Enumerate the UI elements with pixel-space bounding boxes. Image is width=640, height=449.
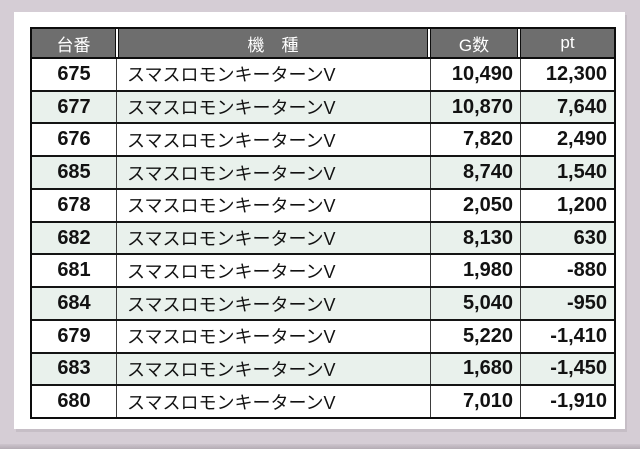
cell-machine-model: スマスロモンキーターンV: [116, 222, 430, 254]
cell-machine-number: 681: [57, 259, 91, 282]
cell-machine-model: スマスロモンキーターンV: [116, 124, 430, 156]
table-row: 679 スマスロモンキーターンV 5,220 -1,410: [32, 320, 614, 354]
table-row: 682 スマスロモンキーターンV 8,130 630: [32, 222, 614, 256]
cell-points: 7,640: [520, 91, 614, 123]
cell-points: 12,300: [520, 59, 614, 90]
table-row: 678 スマスロモンキーターンV 2,050 1,200: [32, 189, 614, 223]
table-row: 676 スマスロモンキーターンV 7,820 2,490: [32, 124, 614, 158]
table-header-row: 台番 機 種 G数 pt: [32, 29, 614, 59]
cell-game-count: 8,740: [430, 157, 520, 188]
cell-game-count: 10,870: [430, 91, 520, 123]
table-row: 683 スマスロモンキーターンV 1,680 -1,450: [32, 353, 614, 387]
cell-machine-number: 682: [57, 226, 91, 249]
cell-machine-model: スマスロモンキーターンV: [116, 320, 430, 352]
cell-points: -950: [520, 288, 614, 319]
cell-machine-number: 677: [57, 95, 91, 118]
cell-points: 1,540: [520, 157, 614, 188]
cell-game-count: 1,680: [430, 353, 520, 385]
header-game-count: G数: [430, 29, 518, 57]
cell-points: -1,410: [520, 320, 614, 352]
cell-machine-number: 683: [57, 357, 91, 380]
cell-points: -1,450: [520, 353, 614, 385]
cell-machine-model: スマスロモンキーターンV: [116, 189, 430, 221]
cell-game-count: 5,040: [430, 288, 520, 319]
cell-points: 1,200: [520, 189, 614, 221]
table-body: 675 スマスロモンキーターンV 10,490 12,300 677 スマスロモ…: [32, 59, 614, 418]
cell-game-count: 2,050: [430, 189, 520, 221]
cell-points: 630: [520, 222, 614, 254]
cell-machine-model: スマスロモンキーターンV: [116, 288, 430, 319]
cell-machine-model: スマスロモンキーターンV: [116, 91, 430, 123]
cell-machine-number: 679: [57, 324, 91, 347]
cell-game-count: 7,820: [430, 124, 520, 156]
table-row: 681 スマスロモンキーターンV 1,980 -880: [32, 255, 614, 289]
card-panel: 台番 機 種 G数 pt 675 スマスロモンキーターンV 10,490 12,…: [14, 12, 625, 429]
cell-game-count: 5,220: [430, 320, 520, 352]
table-row: 685 スマスロモンキーターンV 8,740 1,540: [32, 157, 614, 190]
cell-machine-model: スマスロモンキーターンV: [116, 59, 430, 90]
bottom-edge-shadow: [0, 444, 640, 449]
header-machine-model: 機 種: [118, 29, 428, 57]
table-row: 684 スマスロモンキーターンV 5,040 -950: [32, 288, 614, 321]
cell-game-count: 1,980: [430, 255, 520, 287]
cell-game-count: 10,490: [430, 59, 520, 90]
header-machine-number: 台番: [32, 29, 116, 57]
header-points: pt: [520, 29, 614, 57]
cell-machine-number: 675: [57, 62, 91, 85]
cell-points: 2,490: [520, 124, 614, 156]
table-row: 677 スマスロモンキーターンV 10,870 7,640: [32, 91, 614, 125]
cell-points: -880: [520, 255, 614, 287]
cell-machine-model: スマスロモンキーターンV: [116, 353, 430, 385]
cell-machine-number: 676: [57, 128, 91, 151]
cell-machine-number: 678: [57, 193, 91, 216]
cell-machine-model: スマスロモンキーターンV: [116, 255, 430, 287]
cell-machine-number: 684: [57, 292, 91, 314]
cell-game-count: 7,010: [430, 386, 520, 418]
cell-machine-number: 680: [57, 390, 91, 413]
cell-game-count: 8,130: [430, 222, 520, 254]
table-row: 680 スマスロモンキーターンV 7,010 -1,910: [32, 386, 614, 418]
table-row: 675 スマスロモンキーターンV 10,490 12,300: [32, 59, 614, 92]
cell-machine-model: スマスロモンキーターンV: [116, 386, 430, 418]
cell-machine-number: 685: [57, 161, 91, 184]
cell-machine-model: スマスロモンキーターンV: [116, 157, 430, 188]
cell-points: -1,910: [520, 386, 614, 418]
machine-results-table: 台番 機 種 G数 pt 675 スマスロモンキーターンV 10,490 12,…: [30, 27, 616, 419]
